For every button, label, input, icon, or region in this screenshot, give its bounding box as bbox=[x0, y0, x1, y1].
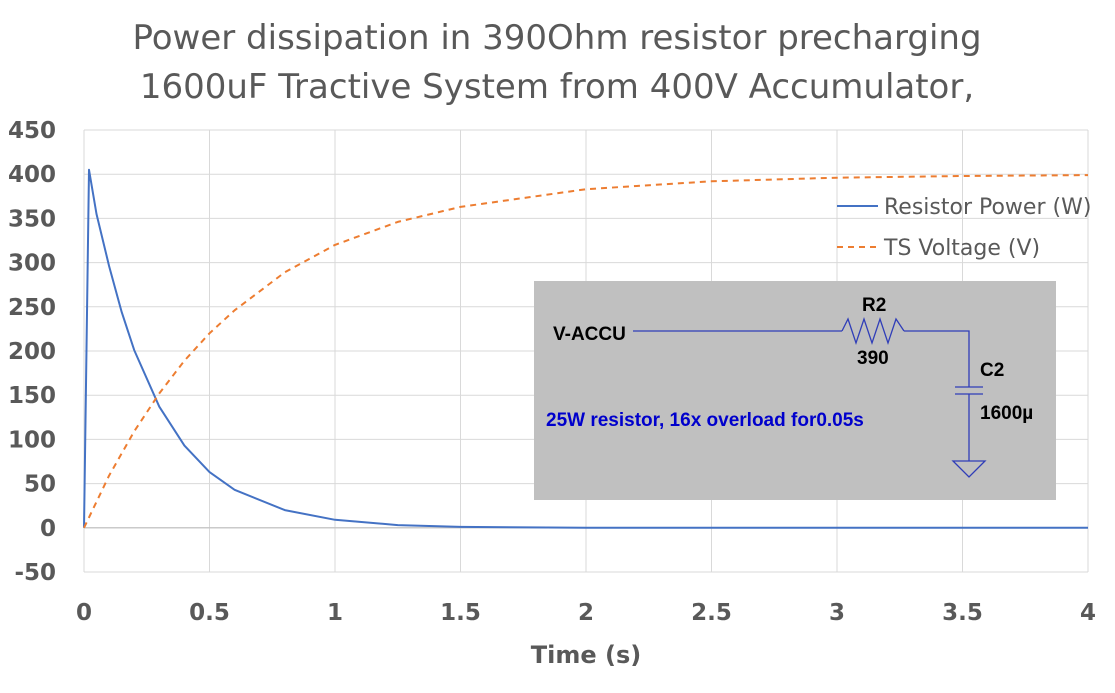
y-tick-label: 0 bbox=[40, 516, 56, 542]
y-tick-label: 400 bbox=[8, 162, 56, 188]
series-line-resistor-power bbox=[83, 168, 1088, 529]
schematic-inset: V-ACCU R2 390 C2 1600µ 25W resistor, 16x… bbox=[534, 281, 1056, 500]
x-tick-label: 3.5 bbox=[942, 600, 983, 626]
resistor-value: 390 bbox=[857, 348, 889, 369]
y-tick-label: 200 bbox=[8, 339, 56, 365]
y-tick-label: 250 bbox=[8, 295, 56, 321]
y-tick-label: 150 bbox=[8, 383, 56, 409]
y-tick-label: -50 bbox=[14, 560, 56, 586]
y-tick-label: 100 bbox=[8, 427, 56, 453]
capacitor-value: 1600µ bbox=[980, 403, 1033, 424]
title-line-2: 1600uF Tractive System from 400V Accumul… bbox=[140, 67, 974, 107]
x-tick-label: 1 bbox=[327, 600, 343, 626]
x-tick-label: 3 bbox=[829, 600, 845, 626]
x-tick-label: 4 bbox=[1080, 600, 1096, 626]
y-axis-ticks: -50 0 50 100 150 200 250 300 350 400 450 bbox=[8, 118, 56, 586]
legend: Resistor Power (W) TS Voltage (V) bbox=[837, 195, 1091, 261]
schematic-wires bbox=[633, 316, 987, 478]
y-tick-label: 350 bbox=[8, 206, 56, 232]
x-tick-label: 2.5 bbox=[691, 600, 732, 626]
series-lines bbox=[83, 168, 1089, 529]
x-tick-label: 0.5 bbox=[189, 600, 230, 626]
x-tick-label: 1.5 bbox=[440, 600, 481, 626]
resistor-name: R2 bbox=[862, 295, 886, 316]
source-label: V-ACCU bbox=[553, 324, 626, 345]
y-tick-label: 50 bbox=[24, 472, 56, 498]
x-tick-label: 2 bbox=[578, 600, 594, 626]
chart-title: Power dissipation in 390Ohm resistor pre… bbox=[132, 18, 981, 107]
y-tick-label: 450 bbox=[8, 118, 56, 144]
wire-resistor-to-capacitor bbox=[904, 330, 970, 387]
legend-label-power: Resistor Power (W) bbox=[884, 195, 1091, 220]
title-line-1: Power dissipation in 390Ohm resistor pre… bbox=[132, 18, 981, 58]
y-tick-label: 300 bbox=[8, 251, 56, 277]
resistor-symbol bbox=[841, 316, 905, 346]
overload-note: 25W resistor, 16x overload for0.05s bbox=[546, 410, 864, 431]
x-axis-title: Time (s) bbox=[531, 641, 641, 669]
x-axis-ticks: 0 0.5 1 1.5 2 2.5 3 3.5 4 bbox=[76, 600, 1096, 626]
ground-symbol bbox=[951, 460, 987, 478]
x-tick-label: 0 bbox=[76, 600, 92, 626]
legend-label-voltage: TS Voltage (V) bbox=[883, 236, 1040, 261]
schematic-background bbox=[534, 281, 1056, 500]
capacitor-name: C2 bbox=[980, 360, 1004, 381]
